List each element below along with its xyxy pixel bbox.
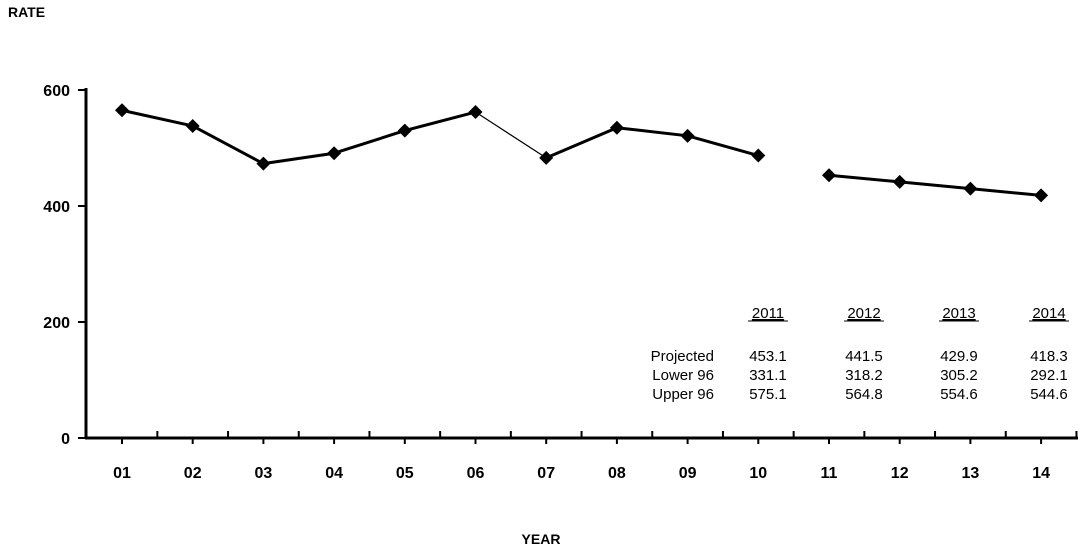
x-tick-label: 02 — [184, 465, 202, 482]
tick-labels: 0 200 400 600 01 02 03 04 05 06 07 08 09 10 11 12 13 14 — [43, 83, 1050, 482]
y-tick-label: 400 — [43, 199, 70, 216]
x-tick-label: 06 — [467, 465, 485, 482]
series-line-segment — [899, 180, 971, 191]
table-row-label: Lower 96 — [652, 367, 714, 384]
x-tick-label: 05 — [396, 465, 414, 482]
series-line-segment — [263, 151, 335, 166]
data-point-marker — [327, 146, 342, 161]
table-column-header: 2011 — [752, 305, 784, 322]
x-axis-title: YEAR — [522, 531, 561, 547]
table-cell: 429.9 — [940, 348, 978, 365]
data-point-marker — [609, 120, 624, 135]
x-tick-label: 03 — [255, 465, 273, 482]
table-row-label: Upper 96 — [652, 386, 714, 403]
table-column-header: 2012 — [847, 305, 880, 322]
series-lines — [121, 108, 1042, 197]
table-cell: 453.1 — [749, 348, 787, 365]
table-cell: 564.8 — [845, 386, 883, 403]
table-cell: 292.1 — [1030, 367, 1068, 384]
table-cell: 305.2 — [940, 367, 978, 384]
y-tick-label: 200 — [43, 315, 70, 332]
data-point-marker — [822, 168, 836, 183]
data-point-marker — [539, 150, 554, 165]
y-tick-label: 600 — [43, 83, 70, 100]
series-line-segment — [828, 173, 900, 184]
series-line-segment — [970, 187, 1042, 197]
table-column-header: 2013 — [942, 305, 975, 322]
series-line-segment — [404, 110, 476, 133]
table-cell: 441.5 — [845, 348, 883, 365]
data-point-marker — [751, 148, 766, 163]
table-cell: 544.6 — [1030, 386, 1068, 403]
data-point-marker — [963, 181, 978, 196]
projection-table: 2011 2012 2013 2014 Projected 453.1 441.5 429.9… — [651, 305, 1069, 403]
x-tick-label: 13 — [962, 465, 980, 482]
x-tick-label: 09 — [679, 465, 697, 482]
y-axis-title: RATE — [8, 4, 45, 20]
table-cell: 575.1 — [749, 386, 787, 403]
x-tick-label: 01 — [113, 465, 131, 482]
data-point-marker — [397, 123, 412, 138]
x-tick-label: 10 — [749, 465, 767, 482]
data-point-marker — [185, 118, 200, 133]
data-point-marker — [680, 128, 695, 143]
table-cell: 331.1 — [749, 367, 787, 384]
x-tick-label: 08 — [608, 465, 626, 482]
table-column-header: 2014 — [1032, 305, 1065, 322]
y-tick-label: 0 — [61, 431, 70, 448]
series-line-segment — [616, 126, 688, 138]
data-point-marker — [468, 105, 483, 120]
table-cell: 554.6 — [940, 386, 978, 403]
data-point-marker — [1034, 188, 1049, 203]
series-line-segment — [333, 129, 406, 155]
x-tick-label: 07 — [537, 465, 555, 482]
table-cell: 318.2 — [845, 367, 883, 384]
table-cell: 418.3 — [1030, 348, 1068, 365]
series-line-segment — [121, 108, 194, 128]
series-line-segment — [545, 126, 618, 160]
x-tick-label: 04 — [325, 465, 343, 482]
data-point-marker — [115, 103, 129, 118]
series-line-segment — [687, 134, 759, 157]
series-markers — [115, 103, 1049, 203]
series-line-segment — [191, 124, 265, 165]
table-row-label: Projected — [651, 348, 714, 365]
data-point-marker — [256, 156, 271, 171]
x-tick-label: 11 — [821, 465, 838, 482]
x-tick-label: 12 — [891, 465, 909, 482]
x-tick-label: 14 — [1032, 465, 1050, 482]
data-point-marker — [892, 174, 907, 189]
series-line-segment — [475, 111, 547, 159]
axes — [78, 88, 1078, 444]
